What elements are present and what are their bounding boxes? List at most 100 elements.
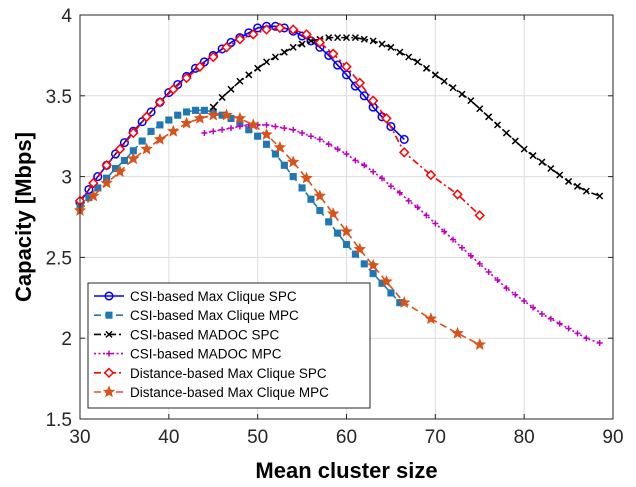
data-point <box>254 64 262 72</box>
data-point <box>147 127 155 135</box>
data-point <box>263 140 271 148</box>
data-point <box>253 23 263 33</box>
data-point <box>353 242 367 255</box>
data-point <box>341 61 352 72</box>
data-point <box>313 189 327 202</box>
data-point <box>334 34 342 42</box>
y-axis-title: Capacity [Mbps] <box>11 132 36 302</box>
data-point <box>128 127 139 139</box>
data-point <box>307 133 314 140</box>
x-tick-label: 80 <box>514 427 535 448</box>
data-point <box>342 240 351 249</box>
data-point <box>103 367 115 379</box>
data-point <box>299 129 306 136</box>
data-point <box>234 33 246 45</box>
data-point <box>280 48 288 56</box>
data-point <box>290 126 297 133</box>
legend: CSI-based Max Clique SPC CSI-based Max Cl… <box>87 282 371 409</box>
data-point <box>360 35 368 43</box>
data-point <box>449 84 457 92</box>
data-point <box>573 182 581 190</box>
data-point <box>114 143 126 155</box>
data-point <box>209 103 217 111</box>
data-point <box>476 105 484 113</box>
data-point <box>219 126 226 133</box>
data-point <box>367 95 379 106</box>
data-point <box>369 37 377 45</box>
data-point <box>474 210 486 221</box>
data-point <box>227 85 235 93</box>
data-point <box>386 121 396 132</box>
data-point <box>440 77 448 85</box>
data-point <box>207 51 219 63</box>
y-tick-label: 3 <box>61 168 72 189</box>
data-point <box>314 37 326 48</box>
data-point <box>441 228 448 235</box>
data-point <box>325 218 333 226</box>
data-point <box>556 320 563 327</box>
legend-label: Distance-based Max Clique MPC <box>130 385 329 400</box>
data-point <box>88 177 99 189</box>
data-point <box>343 150 350 157</box>
data-point <box>106 350 112 357</box>
data-point <box>119 138 129 148</box>
data-point <box>165 116 173 124</box>
data-point <box>485 113 493 121</box>
data-point <box>360 260 368 268</box>
data-point <box>450 236 457 243</box>
series-4 <box>74 22 486 221</box>
data-point <box>298 184 306 192</box>
data-point <box>361 162 368 169</box>
data-point <box>289 43 297 51</box>
data-point <box>271 150 279 158</box>
data-point <box>396 189 403 196</box>
data-point <box>325 141 332 148</box>
legend-item: CSI-based Max Clique MPC <box>94 308 299 323</box>
data-point <box>173 79 183 90</box>
data-point <box>370 168 377 175</box>
data-point <box>494 277 501 284</box>
data-point <box>236 123 243 130</box>
data-point <box>351 250 359 258</box>
data-point <box>86 189 100 202</box>
data-point <box>398 147 410 158</box>
data-point <box>405 197 412 204</box>
data-point <box>340 224 353 237</box>
data-point <box>326 207 340 220</box>
data-point <box>141 111 152 123</box>
data-point <box>272 123 279 130</box>
series-2 <box>209 34 604 200</box>
data-point <box>168 84 179 95</box>
data-point <box>424 312 438 325</box>
data-point <box>183 108 191 116</box>
data-point <box>233 111 247 124</box>
legend-label: CSI-based MADOC SPC <box>130 327 280 342</box>
data-point <box>422 64 430 72</box>
data-point <box>156 121 164 129</box>
data-point <box>193 111 207 124</box>
series-line <box>204 124 600 344</box>
data-point <box>334 229 342 237</box>
data-point <box>485 268 492 275</box>
data-point <box>300 171 313 184</box>
x-tick-label: 40 <box>158 427 179 448</box>
data-point <box>359 91 369 101</box>
data-point <box>245 71 253 79</box>
data-point <box>199 57 209 67</box>
legend-box <box>87 282 371 409</box>
data-point <box>458 244 465 251</box>
legend-label: CSI-based Max Clique SPC <box>130 289 297 304</box>
data-point <box>218 93 226 101</box>
legend-item: Distance-based Max Clique SPC <box>94 366 327 381</box>
data-point <box>316 136 323 143</box>
data-point <box>387 183 394 190</box>
data-point <box>451 326 464 339</box>
data-point <box>273 140 287 153</box>
data-point <box>286 155 300 168</box>
legend-item: CSI-based MADOC MPC <box>94 347 282 362</box>
data-point <box>327 48 339 60</box>
data-point <box>333 60 343 70</box>
data-point <box>180 116 193 129</box>
data-point <box>113 165 127 178</box>
